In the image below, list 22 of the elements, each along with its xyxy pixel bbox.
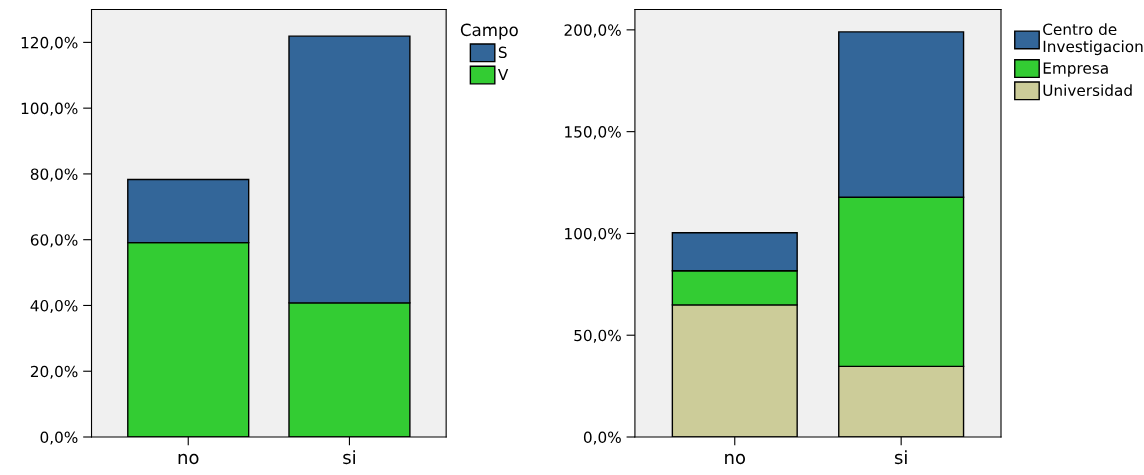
y-tick-label: 150,0% [565, 126, 621, 140]
y-tick-label: 40,0% [30, 299, 78, 314]
y-tick-label: 0,0% [583, 431, 621, 445]
x-tick-label: si [343, 450, 355, 465]
y-tick-label: 50,0% [574, 329, 621, 343]
y-tick-label: 120,0% [21, 36, 78, 50]
legend-title: Campo [460, 23, 518, 40]
legend-label: V [497, 68, 509, 81]
y-tick-label: 100,0% [565, 227, 621, 242]
legend-label: Centro de Investigacion [1043, 23, 1143, 56]
legend-label: Empresa [1043, 62, 1108, 77]
legend-label: Universidad [1043, 84, 1132, 97]
y-tick-label: 0,0% [40, 431, 78, 445]
x-tick-label: si [894, 450, 907, 465]
y-tick-label: 80,0% [30, 168, 78, 182]
y-tick-label: 60,0% [30, 234, 78, 248]
legend-label: S [498, 46, 507, 59]
x-tick-label: no [178, 453, 199, 465]
y-tick-label: 100,0% [21, 102, 78, 116]
x-tick-label: no [725, 453, 746, 465]
y-tick-label: 20,0% [30, 365, 78, 379]
y-tick-label: 200,0% [564, 24, 621, 38]
